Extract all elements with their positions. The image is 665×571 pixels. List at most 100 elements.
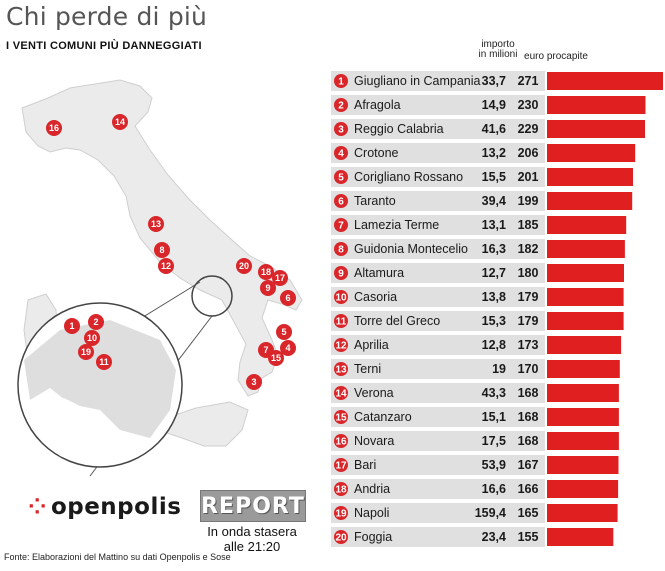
broadcast-info: In onda stasera alle 21:20 xyxy=(207,524,297,554)
procapite-value: 155 xyxy=(518,530,539,544)
procapite-value: 201 xyxy=(518,170,539,184)
marker-dot xyxy=(46,120,62,136)
comune-name: Guidonia Montecelio xyxy=(354,242,468,256)
map-marker: 8 xyxy=(154,242,170,258)
marker-label: 1 xyxy=(69,321,74,331)
rank-badge xyxy=(334,530,348,544)
marker-label: 14 xyxy=(115,117,125,127)
importo-value: 33,7 xyxy=(482,74,506,88)
procapite-value: 170 xyxy=(518,362,539,376)
table-row: 14 Verona 43,3 168 xyxy=(331,383,619,403)
marker-dot xyxy=(112,114,128,130)
row-background xyxy=(331,215,545,235)
comune-name: Bari xyxy=(354,458,376,472)
openpolis-logo: ⁘ openpolis xyxy=(28,494,182,520)
table-row: 7 Lamezia Terme 13,1 185 xyxy=(331,215,627,235)
procapite-value: 167 xyxy=(518,458,539,472)
marker-label: 18 xyxy=(261,267,271,277)
comune-name: Andria xyxy=(354,482,390,496)
row-background xyxy=(331,191,545,211)
marker-label: 2 xyxy=(93,317,98,327)
rank-number: 4 xyxy=(338,149,344,160)
comune-name: Aprilia xyxy=(354,338,389,352)
row-background xyxy=(331,479,545,499)
map-marker: 16 xyxy=(46,120,62,136)
rank-number: 16 xyxy=(335,437,347,448)
marker-label: 3 xyxy=(251,377,256,387)
zoom-source-circle xyxy=(191,275,233,317)
marker-dot xyxy=(96,354,112,370)
procapite-bar xyxy=(547,168,633,186)
table-row: 16 Novara 17,5 168 xyxy=(331,431,619,451)
map-marker: 17 xyxy=(272,270,288,286)
importo-value: 17,5 xyxy=(482,434,506,448)
rank-badge xyxy=(334,218,348,232)
procapite-bar xyxy=(547,312,624,330)
row-background xyxy=(331,263,545,283)
map-marker: 4 xyxy=(280,340,296,356)
table-row: 3 Reggio Calabria 41,6 229 xyxy=(331,119,645,139)
rank-number: 2 xyxy=(338,101,344,112)
importo-value: 16,3 xyxy=(482,242,506,256)
procapite-value: 179 xyxy=(518,290,539,304)
rank-badge xyxy=(334,98,348,112)
procapite-value: 179 xyxy=(518,314,539,328)
rank-badge xyxy=(334,458,348,472)
map-marker: 6 xyxy=(280,290,296,306)
marker-dot xyxy=(148,216,164,232)
row-background xyxy=(331,287,545,307)
marker-label: 13 xyxy=(151,219,161,229)
rank-number: 14 xyxy=(335,389,347,400)
comune-name: Reggio Calabria xyxy=(354,122,444,136)
map-marker: 3 xyxy=(246,374,262,390)
row-background xyxy=(331,167,545,187)
table-row: 10 Casoria 13,8 179 xyxy=(331,287,624,307)
importo-value: 16,6 xyxy=(482,482,506,496)
procapite-bar xyxy=(547,120,645,138)
rank-number: 11 xyxy=(336,317,347,328)
importo-value: 15,1 xyxy=(482,410,506,424)
importo-value: 41,6 xyxy=(482,122,506,136)
procapite-bar xyxy=(547,72,663,90)
importo-value: 12,7 xyxy=(482,266,506,280)
rank-badge xyxy=(334,362,348,376)
rank-number: 7 xyxy=(338,221,344,232)
comune-name: Novara xyxy=(354,434,394,448)
comune-name: Altamura xyxy=(354,266,404,280)
table-row: 20 Foggia 23,4 155 xyxy=(331,527,614,547)
marker-label: 12 xyxy=(161,261,171,271)
rank-badge xyxy=(334,290,348,304)
four-dots-icon: ⁘ xyxy=(28,495,47,520)
map-marker: 1 xyxy=(64,318,80,334)
rank-number: 15 xyxy=(335,413,347,424)
marker-label: 4 xyxy=(285,343,290,353)
marker-label: 19 xyxy=(81,347,91,357)
comune-name: Afragola xyxy=(354,98,401,112)
table-row: 2 Afragola 14,9 230 xyxy=(331,95,646,115)
comune-name: Catanzaro xyxy=(354,410,412,424)
comune-name: Torre del Greco xyxy=(354,314,440,328)
rank-badge xyxy=(334,242,348,256)
table-row: 13 Terni 19 170 xyxy=(331,359,620,379)
marker-label: 10 xyxy=(87,333,97,343)
rank-number: 1 xyxy=(338,77,344,88)
comune-name: Verona xyxy=(354,386,394,400)
marker-label: 8 xyxy=(159,245,164,255)
marker-dot xyxy=(236,258,252,274)
procapite-value: 199 xyxy=(518,194,539,208)
column-header-importo: importo in milioni xyxy=(478,39,518,60)
table-row: 11 Torre del Greco 15,3 179 xyxy=(331,311,624,331)
rank-number: 8 xyxy=(338,245,344,256)
table-row: 8 Guidonia Montecelio 16,3 182 xyxy=(331,239,625,259)
map-marker: 10 xyxy=(84,330,100,346)
rank-badge xyxy=(334,194,348,208)
rank-badge xyxy=(334,386,348,400)
marker-label: 5 xyxy=(281,327,286,337)
row-background xyxy=(331,527,545,547)
table-row: 6 Taranto 39,4 199 xyxy=(331,191,633,211)
table-row: 18 Andria 16,6 166 xyxy=(331,479,619,499)
rank-number: 9 xyxy=(338,269,344,280)
marker-label: 15 xyxy=(271,353,281,363)
